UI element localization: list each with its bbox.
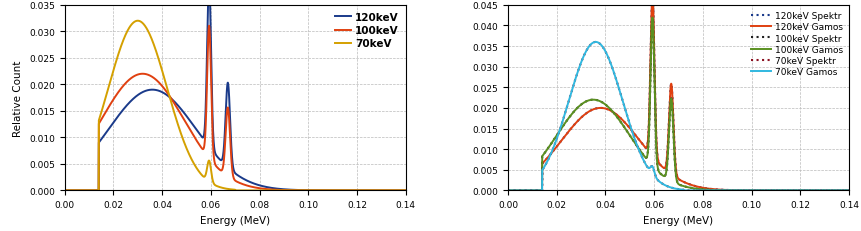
- 70keV Spektr: [502, 189, 512, 192]
- 100keV Spektr: [750, 189, 760, 192]
- 120keV Gamos: [502, 189, 512, 192]
- 70keV Gamos: [648, 170, 659, 172]
- 70keV Spektr: [833, 189, 843, 192]
- Line: 100keV Gamos: 100keV Gamos: [507, 18, 848, 191]
- Line: 120keV: 120keV: [65, 0, 406, 191]
- 70keV: [221, 188, 232, 190]
- 70keV: [307, 189, 318, 192]
- 100keV Spektr: [646, 41, 656, 43]
- 120keV Spektr: [815, 189, 826, 192]
- 70keV Spektr: [750, 189, 760, 192]
- 70keV Gamos: [815, 189, 826, 192]
- 120keV Gamos: [646, 21, 656, 24]
- 70keV Spektr: [646, 165, 656, 168]
- 120keV Spektr: [502, 189, 512, 192]
- 120keV Gamos: [664, 93, 674, 95]
- 70keV Gamos: [646, 165, 656, 168]
- Line: 70keV Gamos: 70keV Gamos: [507, 43, 848, 191]
- 120keV: [205, 33, 215, 35]
- Legend: 120keV Spektr, 120keV Gamos, 100keV Spektr, 100keV Gamos, 70keV Spektr, 70keV Ga: 120keV Spektr, 120keV Gamos, 100keV Spek…: [748, 10, 844, 79]
- 100keV Spektr: [843, 189, 853, 192]
- 100keV: [373, 189, 383, 192]
- 70keV Spektr: [590, 41, 600, 44]
- X-axis label: Energy (MeV): Energy (MeV): [200, 215, 270, 225]
- 120keV Gamos: [815, 189, 826, 192]
- 120keV: [307, 189, 318, 192]
- 70keV Gamos: [833, 189, 843, 192]
- 70keV: [400, 189, 411, 192]
- Line: 70keV: 70keV: [65, 22, 406, 191]
- 100keV: [400, 189, 411, 192]
- 120keV Spektr: [664, 93, 674, 95]
- 100keV Gamos: [646, 41, 656, 43]
- 100keV Gamos: [647, 17, 657, 20]
- 100keV Spektr: [647, 17, 657, 20]
- 100keV: [204, 25, 214, 28]
- 70keV Spektr: [648, 170, 659, 172]
- 100keV Spektr: [833, 189, 843, 192]
- 70keV Spektr: [843, 189, 853, 192]
- 70keV Gamos: [750, 189, 760, 192]
- 120keV: [400, 189, 411, 192]
- 120keV Spektr: [648, 44, 659, 47]
- Line: 70keV Spektr: 70keV Spektr: [507, 43, 848, 191]
- 120keV Spektr: [646, 21, 656, 24]
- 70keV: [390, 189, 400, 192]
- 120keV Gamos: [750, 189, 760, 192]
- Line: 100keV: 100keV: [65, 27, 406, 191]
- X-axis label: Energy (MeV): Energy (MeV): [642, 215, 713, 225]
- 120keV Spektr: [750, 189, 760, 192]
- 70keV: [133, 20, 143, 23]
- 100keV Gamos: [843, 189, 853, 192]
- 100keV Gamos: [815, 189, 826, 192]
- 100keV Gamos: [502, 189, 512, 192]
- 70keV Spektr: [815, 189, 826, 192]
- 70keV Gamos: [590, 41, 600, 44]
- 100keV Spektr: [815, 189, 826, 192]
- 70keV: [373, 189, 383, 192]
- 100keV Gamos: [648, 62, 659, 65]
- Legend: 120keV, 100keV, 70keV: 120keV, 100keV, 70keV: [332, 11, 400, 51]
- 100keV: [202, 46, 213, 49]
- 120keV Gamos: [648, 44, 659, 47]
- 100keV Gamos: [833, 189, 843, 192]
- 120keV: [59, 189, 70, 192]
- Line: 120keV Gamos: 120keV Gamos: [507, 0, 848, 191]
- 70keV: [59, 189, 70, 192]
- 120keV: [202, 8, 213, 11]
- 100keV Spektr: [648, 62, 659, 65]
- 100keV Gamos: [664, 107, 674, 109]
- 100keV: [205, 66, 215, 69]
- 120keV: [390, 189, 400, 192]
- 70keV: [202, 162, 213, 164]
- 70keV Spektr: [664, 186, 674, 189]
- 100keV: [390, 189, 400, 192]
- 120keV Spektr: [833, 189, 843, 192]
- 100keV Spektr: [664, 107, 674, 109]
- 120keV Spektr: [843, 189, 853, 192]
- Y-axis label: Relative Count: Relative Count: [14, 60, 23, 136]
- 70keV Gamos: [664, 186, 674, 189]
- 70keV: [205, 167, 215, 170]
- 70keV Gamos: [843, 189, 853, 192]
- 100keV Spektr: [502, 189, 512, 192]
- Line: 120keV Spektr: 120keV Spektr: [507, 0, 848, 191]
- 100keV Gamos: [750, 189, 760, 192]
- 120keV Gamos: [833, 189, 843, 192]
- 120keV Gamos: [843, 189, 853, 192]
- 120keV: [221, 91, 232, 94]
- 120keV: [373, 189, 383, 192]
- 100keV: [59, 189, 70, 192]
- 70keV Gamos: [502, 189, 512, 192]
- Line: 100keV Spektr: 100keV Spektr: [507, 18, 848, 191]
- 100keV: [221, 114, 232, 117]
- 100keV: [307, 189, 318, 192]
